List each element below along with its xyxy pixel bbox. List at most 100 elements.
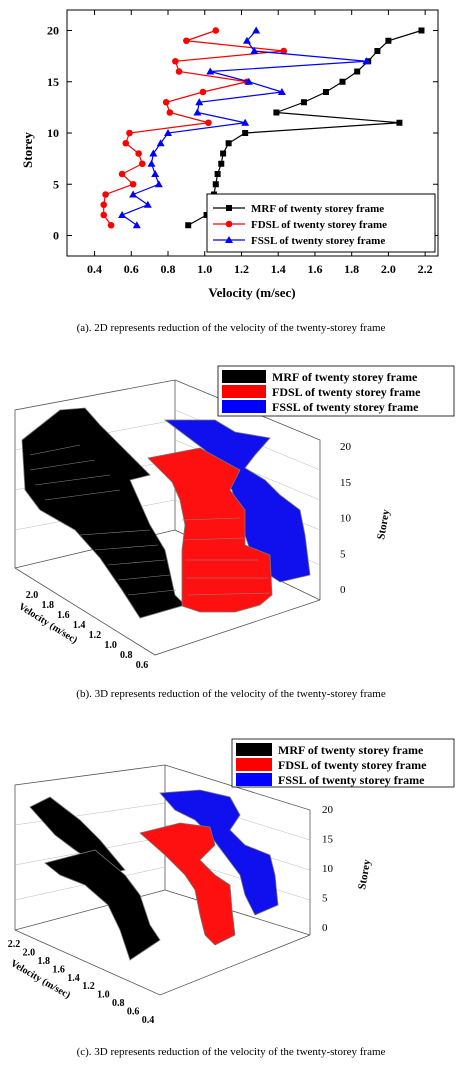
chart-a-point-mrf bbox=[300, 99, 307, 106]
chart-a-point-fdsl bbox=[183, 37, 190, 45]
chart-b-hatch-line bbox=[127, 589, 177, 596]
c-x-tick-label: 2.2 bbox=[8, 939, 21, 950]
chart-a-point-fssl bbox=[149, 149, 158, 157]
c-legend-label-fssl: FSSL of twenty storey frame bbox=[278, 773, 425, 787]
chart-b-hatch-line bbox=[117, 574, 171, 581]
chart-a-point-fssl bbox=[143, 200, 152, 208]
c-z-tick-label: 20 bbox=[322, 804, 334, 816]
chart-a-legend-marker-mrf bbox=[226, 205, 232, 211]
chart-a-series-fdsl bbox=[100, 27, 288, 229]
c-x-tick-label: 1.8 bbox=[38, 956, 51, 967]
chart-b-hatch-line bbox=[187, 592, 271, 596]
chart-b-hatch-line bbox=[79, 529, 151, 536]
chart-a-point-fssl bbox=[129, 190, 138, 198]
chart-b-mrf-hatch bbox=[29, 444, 177, 596]
c-z-tick-label: 15 bbox=[322, 834, 334, 846]
chart-c-z-ticks: 0 5 10 15 20 bbox=[322, 804, 334, 934]
b-x-tick-label: 1.0 bbox=[104, 640, 117, 651]
chart-a-point-fssl bbox=[206, 67, 215, 75]
chart-a-series bbox=[100, 26, 425, 229]
c-legend-swatch-fdsl bbox=[236, 758, 272, 771]
chart-a-point-mrf bbox=[339, 78, 346, 85]
chart-a-point-fssl bbox=[147, 159, 156, 167]
chart-a-point-mrf bbox=[212, 181, 219, 188]
chart-b-x-ticks: 0.60.81.01.21.41.61.82.0 bbox=[26, 590, 149, 671]
chart-a-point-fdsl bbox=[122, 139, 130, 147]
chart-c-floor-front bbox=[14, 929, 311, 996]
chart-a-point-fssl bbox=[195, 98, 204, 106]
chart-a-point-mrf bbox=[242, 130, 249, 136]
chart-a-x-tick-label: 1.2 bbox=[234, 262, 249, 276]
chart-a-point-fdsl bbox=[126, 129, 133, 137]
c-x-tick-label: 1.0 bbox=[97, 990, 110, 1001]
c-legend-label-mrf: MRF of twenty storey frame bbox=[278, 743, 424, 757]
chart-a-point-mrf bbox=[185, 222, 192, 229]
chart-a-point-fdsl bbox=[135, 150, 142, 157]
chart-a-point-fdsl bbox=[172, 57, 179, 65]
chart-b-hatch-line bbox=[182, 537, 246, 541]
chart-b-hatch-line bbox=[181, 517, 241, 521]
chart-a-point-fssl bbox=[241, 118, 250, 126]
c-x-tick-label: 1.6 bbox=[52, 964, 65, 975]
chart-c-caption: (c). 3D represents reduction of the velo… bbox=[76, 1046, 386, 1058]
chart-a-point-fdsl bbox=[280, 47, 288, 55]
b-x-tick-label: 1.6 bbox=[57, 610, 70, 621]
chart-a-point-fdsl bbox=[205, 119, 212, 127]
chart-c-ribbon-mrf-upper bbox=[29, 796, 126, 874]
b-z-tick-label: 0 bbox=[340, 584, 346, 596]
chart-a-x-tick-label: 0.8 bbox=[161, 262, 176, 276]
c-z-tick-label: 10 bbox=[322, 863, 334, 875]
chart-a-y-axis-label: Storey bbox=[20, 132, 35, 168]
c-legend-swatch-mrf bbox=[236, 743, 272, 756]
c-legend-swatch-fssl bbox=[236, 773, 272, 786]
b-legend-swatch-mrf bbox=[222, 370, 266, 383]
c-legend-label-fdsl: FDSL of twenty storey frame bbox=[278, 758, 427, 772]
chart-a-point-fssl bbox=[132, 221, 141, 229]
chart-b-z-axis-label: Storey bbox=[375, 508, 392, 540]
chart-a-2d-line-plot: 0.4 0.6 0.8 1.0 1.2 1.4 1.6 1.8 2.0 2.2 05101520 … bbox=[20, 9, 439, 300]
b-z-tick-label: 5 bbox=[340, 548, 346, 560]
chart-a-x-tick-label: 0.4 bbox=[87, 262, 102, 276]
c-z-tick-label: 0 bbox=[322, 922, 328, 934]
chart-b-fdsl-hatch bbox=[181, 517, 271, 596]
chart-a-y-ticks: 0 5 10 15 20 bbox=[47, 24, 438, 243]
chart-a-point-mrf bbox=[374, 48, 381, 54]
chart-a-point-mrf bbox=[220, 150, 227, 157]
chart-a-point-fdsl bbox=[162, 98, 170, 106]
chart-b-floor-front bbox=[14, 567, 321, 656]
chart-a-legend-label-fdsl: FDSL of twenty storey frame bbox=[251, 219, 387, 231]
chart-c-ribbon-mrf-lower bbox=[44, 849, 161, 961]
chart-a-point-mrf bbox=[218, 160, 225, 167]
chart-c-z-axis-label: Storey bbox=[356, 858, 373, 890]
b-legend-label-fssl: FSSL of twenty storey frame bbox=[272, 400, 419, 414]
chart-a-point-fdsl bbox=[166, 109, 174, 116]
chart-a-point-fdsl bbox=[100, 211, 108, 219]
chart-b-hatch-line bbox=[29, 444, 81, 456]
chart-a-point-fssl bbox=[250, 47, 259, 54]
chart-a-point-mrf bbox=[418, 27, 425, 34]
chart-a-point-mrf bbox=[396, 119, 403, 126]
chart-a-point-mrf bbox=[225, 140, 232, 147]
c-z-tick-label: 5 bbox=[322, 893, 328, 905]
chart-a-point-mrf bbox=[273, 109, 280, 116]
c-x-tick-label: 1.2 bbox=[82, 981, 95, 992]
chart-a-point-fdsl bbox=[102, 191, 109, 198]
chart-a-x-tick-label: 1.4 bbox=[271, 262, 286, 276]
chart-a-x-tick-label: 0.6 bbox=[124, 262, 139, 276]
chart-a-point-fssl bbox=[193, 108, 202, 116]
c-x-tick-label: 2.0 bbox=[23, 947, 36, 958]
chart-a-caption: (a). 2D represents reduction of the velo… bbox=[76, 322, 386, 334]
b-z-tick-label: 20 bbox=[340, 441, 352, 453]
b-legend-swatch-fdsl bbox=[222, 385, 266, 398]
b-x-tick-label: 1.8 bbox=[41, 600, 54, 611]
chart-a-x-tick-label: 2.0 bbox=[381, 262, 396, 276]
chart-a-legend-marker-fssl bbox=[225, 236, 233, 243]
chart-b-z-ticks: 0 5 10 15 20 bbox=[340, 441, 352, 596]
chart-a-point-mrf bbox=[322, 89, 329, 95]
chart-a-point-fssl bbox=[277, 88, 286, 95]
chart-a-x-tick-label: 2.2 bbox=[418, 262, 433, 276]
chart-a-x-tick-label: 1.6 bbox=[307, 262, 322, 276]
chart-c-ribbon-fdsl bbox=[139, 822, 236, 946]
chart-a-y-tick-label: 10 bbox=[47, 126, 59, 140]
